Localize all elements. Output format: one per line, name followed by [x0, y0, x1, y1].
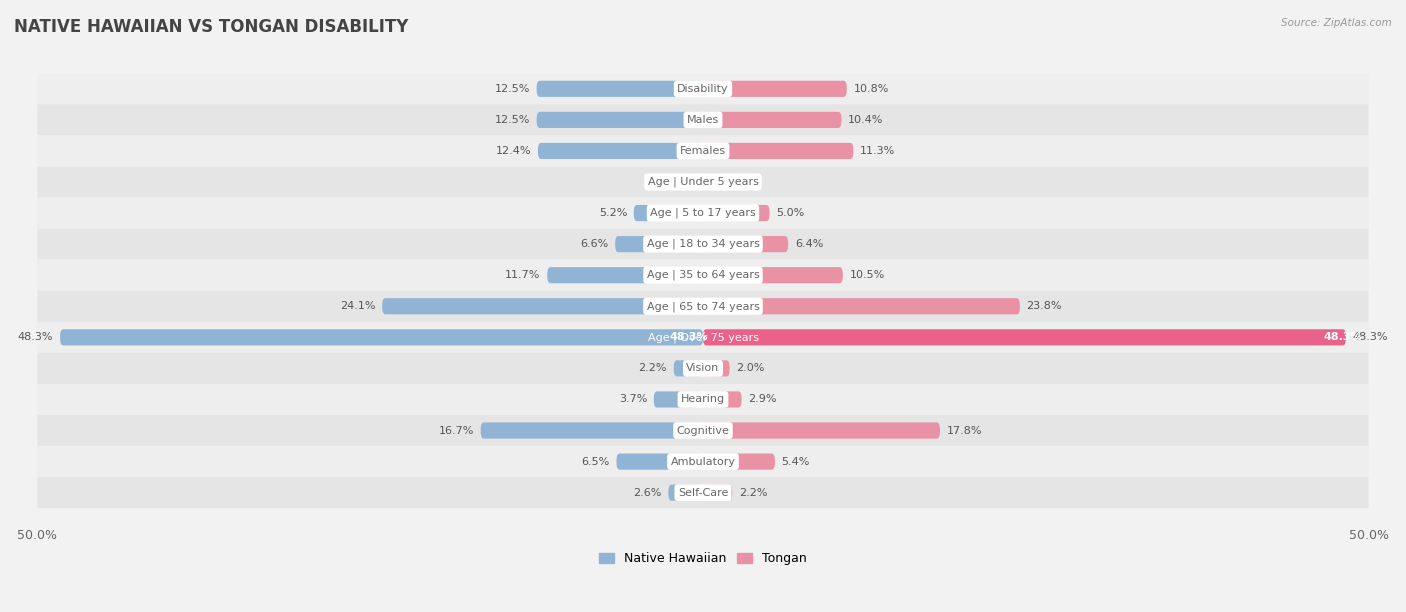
- Text: 11.3%: 11.3%: [860, 146, 896, 156]
- Text: Age | 18 to 34 years: Age | 18 to 34 years: [647, 239, 759, 249]
- Text: 2.6%: 2.6%: [633, 488, 662, 498]
- Text: 12.5%: 12.5%: [495, 115, 530, 125]
- Text: 5.0%: 5.0%: [776, 208, 804, 218]
- Legend: Native Hawaiian, Tongan: Native Hawaiian, Tongan: [595, 547, 811, 570]
- Text: Cognitive: Cognitive: [676, 425, 730, 436]
- Text: 48.3%: 48.3%: [669, 332, 709, 342]
- Text: 5.4%: 5.4%: [782, 457, 810, 466]
- FancyBboxPatch shape: [38, 259, 1368, 291]
- Text: 10.5%: 10.5%: [849, 271, 884, 280]
- Text: 2.2%: 2.2%: [638, 364, 666, 373]
- FancyBboxPatch shape: [60, 329, 703, 345]
- Text: Age | 35 to 64 years: Age | 35 to 64 years: [647, 270, 759, 280]
- Text: 1.3%: 1.3%: [651, 177, 679, 187]
- Text: 10.8%: 10.8%: [853, 84, 889, 94]
- FancyBboxPatch shape: [537, 81, 703, 97]
- Text: 3.7%: 3.7%: [619, 395, 647, 405]
- Text: 5.2%: 5.2%: [599, 208, 627, 218]
- FancyBboxPatch shape: [38, 353, 1368, 384]
- FancyBboxPatch shape: [703, 236, 789, 252]
- Text: 17.8%: 17.8%: [946, 425, 983, 436]
- FancyBboxPatch shape: [703, 392, 741, 408]
- Text: NATIVE HAWAIIAN VS TONGAN DISABILITY: NATIVE HAWAIIAN VS TONGAN DISABILITY: [14, 18, 408, 36]
- Text: Vision: Vision: [686, 364, 720, 373]
- FancyBboxPatch shape: [703, 112, 841, 128]
- FancyBboxPatch shape: [38, 322, 1368, 353]
- Text: Age | Under 5 years: Age | Under 5 years: [648, 177, 758, 187]
- FancyBboxPatch shape: [38, 104, 1368, 135]
- FancyBboxPatch shape: [703, 360, 730, 376]
- FancyBboxPatch shape: [634, 205, 703, 221]
- FancyBboxPatch shape: [38, 166, 1368, 198]
- Text: Disability: Disability: [678, 84, 728, 94]
- Text: 48.3%: 48.3%: [1323, 332, 1362, 342]
- Text: 10.4%: 10.4%: [848, 115, 883, 125]
- FancyBboxPatch shape: [38, 229, 1368, 259]
- FancyBboxPatch shape: [38, 135, 1368, 166]
- FancyBboxPatch shape: [703, 298, 1019, 315]
- FancyBboxPatch shape: [703, 422, 941, 439]
- Text: 6.4%: 6.4%: [794, 239, 824, 249]
- Text: 2.9%: 2.9%: [748, 395, 776, 405]
- FancyBboxPatch shape: [537, 112, 703, 128]
- Text: Source: ZipAtlas.com: Source: ZipAtlas.com: [1281, 18, 1392, 28]
- Text: 12.5%: 12.5%: [495, 84, 530, 94]
- Text: 16.7%: 16.7%: [439, 425, 474, 436]
- Text: 6.6%: 6.6%: [581, 239, 609, 249]
- FancyBboxPatch shape: [703, 81, 846, 97]
- Text: Self-Care: Self-Care: [678, 488, 728, 498]
- FancyBboxPatch shape: [703, 267, 842, 283]
- FancyBboxPatch shape: [38, 446, 1368, 477]
- FancyBboxPatch shape: [382, 298, 703, 315]
- Text: Males: Males: [688, 115, 718, 125]
- FancyBboxPatch shape: [703, 143, 853, 159]
- Text: Age | 5 to 17 years: Age | 5 to 17 years: [650, 208, 756, 218]
- FancyBboxPatch shape: [703, 485, 733, 501]
- Text: 48.3%: 48.3%: [1353, 332, 1388, 342]
- FancyBboxPatch shape: [686, 174, 703, 190]
- Text: Age | 65 to 74 years: Age | 65 to 74 years: [647, 301, 759, 312]
- FancyBboxPatch shape: [38, 415, 1368, 446]
- FancyBboxPatch shape: [38, 384, 1368, 415]
- Text: 12.4%: 12.4%: [496, 146, 531, 156]
- Text: 24.1%: 24.1%: [340, 301, 375, 312]
- Text: Ambulatory: Ambulatory: [671, 457, 735, 466]
- Text: 2.2%: 2.2%: [740, 488, 768, 498]
- FancyBboxPatch shape: [547, 267, 703, 283]
- Text: Females: Females: [681, 146, 725, 156]
- Text: 6.5%: 6.5%: [582, 457, 610, 466]
- Text: Hearing: Hearing: [681, 395, 725, 405]
- FancyBboxPatch shape: [616, 236, 703, 252]
- Text: 2.0%: 2.0%: [737, 364, 765, 373]
- FancyBboxPatch shape: [668, 485, 703, 501]
- Text: 48.3%: 48.3%: [18, 332, 53, 342]
- Text: 1.3%: 1.3%: [727, 177, 755, 187]
- FancyBboxPatch shape: [38, 477, 1368, 508]
- Text: 23.8%: 23.8%: [1026, 301, 1062, 312]
- Text: 11.7%: 11.7%: [505, 271, 540, 280]
- FancyBboxPatch shape: [703, 174, 720, 190]
- FancyBboxPatch shape: [38, 198, 1368, 229]
- Text: Age | Over 75 years: Age | Over 75 years: [648, 332, 758, 343]
- FancyBboxPatch shape: [654, 392, 703, 408]
- FancyBboxPatch shape: [703, 205, 769, 221]
- FancyBboxPatch shape: [616, 453, 703, 469]
- FancyBboxPatch shape: [38, 73, 1368, 104]
- FancyBboxPatch shape: [538, 143, 703, 159]
- FancyBboxPatch shape: [703, 453, 775, 469]
- FancyBboxPatch shape: [481, 422, 703, 439]
- FancyBboxPatch shape: [38, 291, 1368, 322]
- FancyBboxPatch shape: [673, 360, 703, 376]
- FancyBboxPatch shape: [703, 329, 1346, 345]
